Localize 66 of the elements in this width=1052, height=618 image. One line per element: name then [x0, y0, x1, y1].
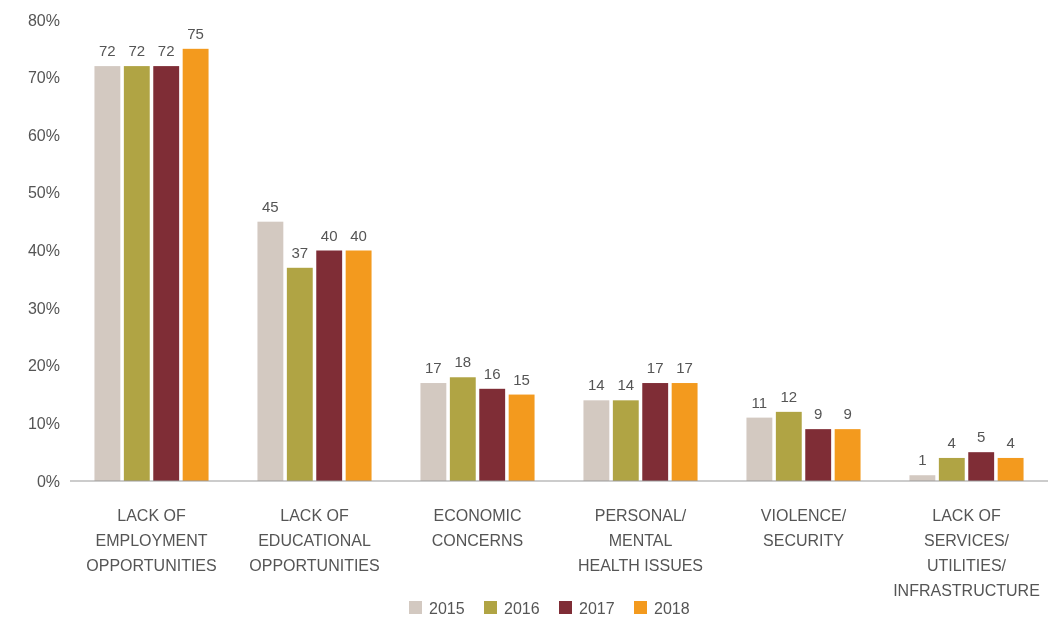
- y-tick-label: 50%: [27, 184, 60, 202]
- legend-label: 2018: [654, 599, 690, 617]
- data-label: 12: [780, 387, 798, 405]
- legend-label: 2017: [579, 599, 615, 617]
- data-label: 17: [425, 359, 442, 377]
- bar: [449, 377, 476, 481]
- y-tick-label: 40%: [27, 242, 60, 260]
- bar: [968, 452, 995, 481]
- bar: [583, 400, 610, 481]
- data-label: 14: [588, 376, 605, 394]
- legend-label: 2015: [429, 599, 465, 617]
- data-label: 72: [157, 42, 175, 60]
- y-tick-label: 60%: [27, 126, 60, 144]
- y-tick-label: 70%: [27, 69, 60, 87]
- data-label: 9: [843, 405, 852, 423]
- bar: [316, 250, 343, 481]
- data-label: 37: [291, 243, 309, 261]
- y-tick-label: 20%: [27, 357, 60, 375]
- data-label: 72: [128, 42, 146, 60]
- x-tick-label: VIOLENCE/ SECURITY: [760, 507, 847, 549]
- bar: [345, 250, 372, 481]
- bar: [775, 411, 802, 481]
- bar: [508, 394, 535, 481]
- bar: [805, 429, 832, 481]
- data-label: 14: [617, 376, 635, 394]
- bar: [286, 267, 313, 481]
- data-label: 40: [350, 226, 367, 244]
- data-label: 18: [454, 353, 472, 371]
- x-tick-label: LACK OF SERVICES/ UTILITIES/ INFRASTRUCTURE: [893, 507, 1040, 599]
- bar: [420, 383, 447, 481]
- bar: [612, 400, 639, 481]
- bar: [479, 388, 506, 481]
- bar: [123, 66, 150, 481]
- bar: [997, 457, 1024, 481]
- bar: [834, 429, 861, 481]
- data-label: 17: [676, 359, 693, 377]
- bar: [153, 66, 180, 481]
- data-label: 4: [1006, 433, 1015, 451]
- data-label: 75: [187, 24, 204, 42]
- legend-label: 2016: [504, 599, 540, 617]
- bar: [642, 383, 669, 481]
- x-tick-label: ECONOMIC CONCERNS: [431, 507, 524, 549]
- bar: [671, 383, 698, 481]
- x-tick-label: PERSONAL/ MENTAL HEALTH ISSUES: [577, 507, 704, 574]
- data-label: 45: [262, 197, 279, 215]
- x-tick-label: LACK OF EMPLOYMENT OPPORTUNITIES: [86, 507, 217, 574]
- data-label: 40: [320, 226, 338, 244]
- bar: [746, 417, 773, 481]
- data-label: 16: [483, 364, 501, 382]
- x-tick-label: LACK OF EDUCATIONAL OPPORTUNITIES: [249, 507, 380, 574]
- bar: [182, 48, 209, 481]
- bar: [257, 221, 284, 481]
- data-label: 4: [947, 433, 956, 451]
- y-tick-label: 10%: [27, 414, 60, 432]
- data-label: 5: [977, 428, 986, 446]
- y-tick-label: 0%: [36, 472, 60, 490]
- data-label: 17: [646, 359, 664, 377]
- data-label: 1: [918, 451, 927, 469]
- data-label: 11: [751, 393, 768, 411]
- y-tick-label: 80%: [27, 11, 60, 29]
- data-label: 9: [814, 405, 823, 423]
- bar: [938, 457, 965, 481]
- bar: [94, 66, 121, 481]
- data-label: 15: [513, 370, 530, 388]
- y-tick-label: 30%: [27, 299, 60, 317]
- data-label: 72: [99, 42, 116, 60]
